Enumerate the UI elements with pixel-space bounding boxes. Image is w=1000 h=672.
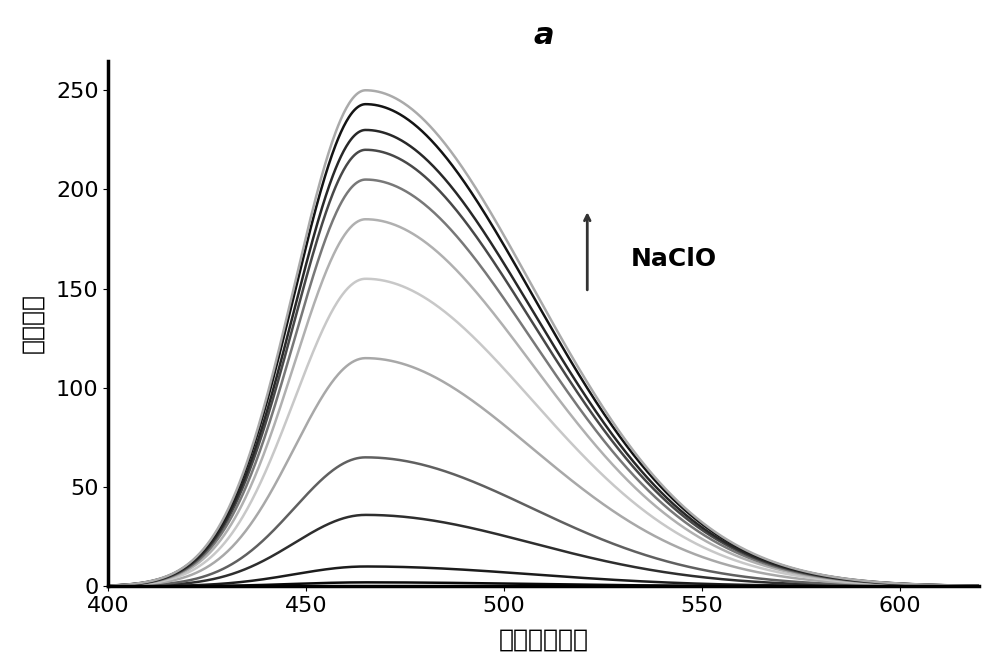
X-axis label: 波长（纳米）: 波长（纳米） bbox=[499, 627, 589, 651]
Text: NaClO: NaClO bbox=[631, 247, 717, 271]
Title: a: a bbox=[533, 21, 554, 50]
Y-axis label: 荧光强度: 荧光强度 bbox=[21, 294, 45, 353]
